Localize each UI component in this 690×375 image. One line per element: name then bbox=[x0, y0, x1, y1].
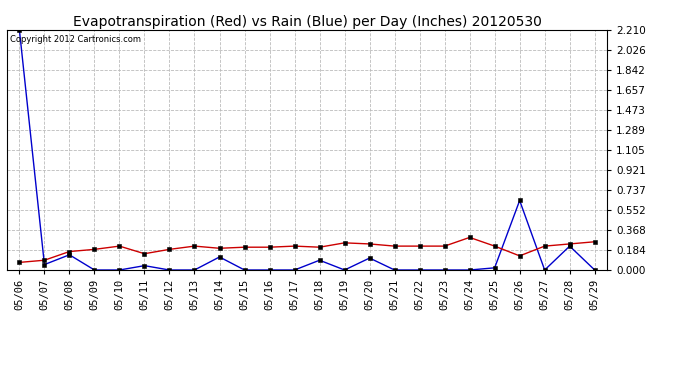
Text: Copyright 2012 Cartronics.com: Copyright 2012 Cartronics.com bbox=[10, 35, 141, 44]
Title: Evapotranspiration (Red) vs Rain (Blue) per Day (Inches) 20120530: Evapotranspiration (Red) vs Rain (Blue) … bbox=[72, 15, 542, 29]
